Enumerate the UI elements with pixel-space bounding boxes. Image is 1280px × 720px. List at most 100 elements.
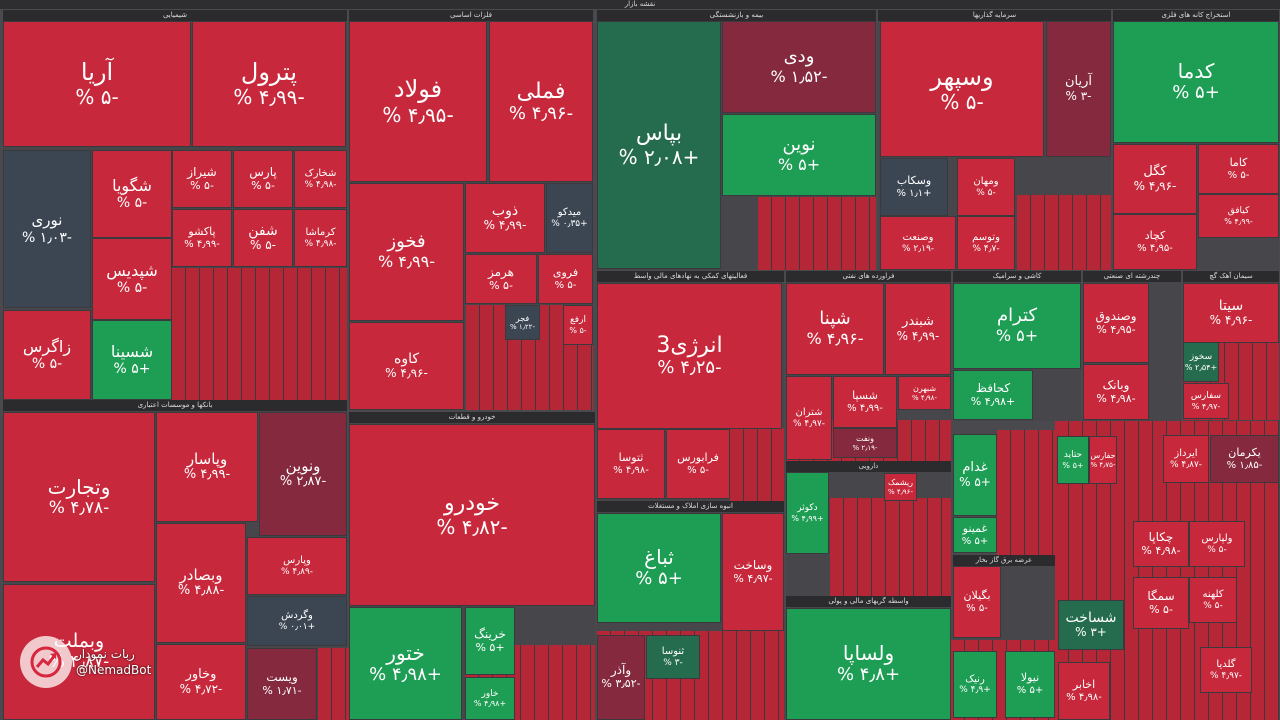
tile-22[interactable]: ذوب -۴٫۹۹ % [465,183,545,253]
tile-change: -۴٫۹۶ % [806,329,864,349]
tile-50[interactable]: شبهرن -۴٫۹۸ % [898,376,951,410]
tile-80[interactable]: نیولا +۵ % [1005,651,1055,718]
tile-7[interactable]: وسپهر -۵ % [880,21,1044,157]
tile-47[interactable]: شبندر -۴٫۹۹ % [885,283,951,375]
tile-55[interactable]: وبانک -۴٫۹۸ % [1083,364,1149,420]
tile-67[interactable]: دکوثر +۴٫۹۹ % [786,472,829,554]
tile-25[interactable]: فروی -۵ % [538,254,593,304]
tile-symbol: شگویا [112,175,152,195]
tile-change: -۵ % [249,238,276,253]
tile-52[interactable]: کترام +۵ % [953,283,1081,369]
tile-30[interactable]: وتوسم -۴٫۷ % [957,216,1015,270]
tile-symbol: ثباغ [644,545,674,570]
tile-11[interactable]: شگویا -۵ % [92,150,172,238]
tile-45[interactable]: انرژی3 -۴٫۲۵ % [597,283,782,429]
tile-85[interactable]: کلهنه -۵ % [1189,577,1237,623]
tile-23[interactable]: میدکو +۰٫۳۵ % [546,183,593,253]
tile-84[interactable]: سمگا -۵ % [1133,577,1189,629]
tile-change: +۰٫۳۵ % [551,218,588,229]
tile-14[interactable]: شخارک -۴٫۹۸ % [294,150,347,208]
tile-58[interactable]: سفارس -۴٫۹۷ % [1183,383,1229,419]
tile-2[interactable]: فولاد -۴٫۹۵ % [349,21,487,182]
tile-78[interactable]: بگیلان -۵ % [953,566,1001,638]
tile-66[interactable]: فرابورس -۵ % [666,429,730,499]
tile-9[interactable]: کدما +۵ % [1113,21,1279,143]
tile-26[interactable]: کاوه -۴٫۹۶ % [349,322,464,410]
tile-72[interactable]: حفارس -۴٫۷۵ % [1089,436,1117,484]
tile-symbol: شفن [248,223,278,240]
tile-37[interactable]: وپاسار -۴٫۹۹ % [156,412,258,522]
tile-82[interactable]: ایرداز -۴٫۸۷ % [1163,435,1209,483]
tile-change: -۴٫۹۸ % [613,464,649,476]
tile-39[interactable]: وپارس -۴٫۸۹ % [247,537,347,595]
tile-20[interactable]: شسینا +۵ % [92,320,172,400]
tile-53[interactable]: کحافظ +۴٫۹۸ % [953,370,1033,420]
tile-6[interactable]: نوین +۵ % [722,114,876,196]
tile-70[interactable]: غمینو +۵ % [953,517,997,553]
tile-38[interactable]: ونوین -۲٫۸۷ % [259,412,347,536]
tile-87[interactable]: حتاید +۵ % [1057,436,1089,484]
tile-69[interactable]: غدام +۵ % [953,434,997,516]
tile-48[interactable]: شتران -۴٫۹۷ % [786,376,832,460]
tile-74[interactable]: ولساپا +۴٫۸ % [786,608,951,720]
tile-19[interactable]: زاگرس -۵ % [3,310,91,400]
tile-18[interactable]: کرماشا -۴٫۹۸ % [294,209,347,267]
tile-31[interactable]: وصنعت -۲٫۱۹ % [880,216,956,270]
tile-63[interactable]: ثباغ +۵ % [597,513,721,623]
tile-21[interactable]: فخوز -۴٫۹۹ % [349,183,464,321]
tile-49[interactable]: شسپا -۴٫۹۹ % [833,376,897,428]
tile-8[interactable]: آریان -۳ % [1046,21,1111,157]
tile-81[interactable]: یکرمان -۱٫۸۵ % [1210,435,1279,483]
tile-29[interactable]: ومهان -۵ % [957,158,1015,216]
tile-33[interactable]: کاما -۵ % [1198,144,1279,194]
tile-35[interactable]: کیافق -۴٫۹۹ % [1198,194,1279,238]
tile-12[interactable]: شیراز -۵ % [172,150,232,208]
tile-15[interactable]: شپدیس -۵ % [92,238,172,320]
tile-36[interactable]: وتجارت -۴٫۷۸ % [3,412,155,582]
tile-4[interactable]: بپاس +۲٫۰۸ % [597,21,721,269]
tile-65[interactable]: ثتوسا -۴٫۹۸ % [597,429,665,499]
tile-79[interactable]: رنیک +۴٫۹ % [953,651,997,718]
tile-16[interactable]: پاکشو -۴٫۹۹ % [172,209,232,267]
tile-60[interactable]: خاور +۴٫۹۸ % [465,677,515,720]
tile-24[interactable]: هرمز -۵ % [465,254,537,304]
tile-56[interactable]: سیتا -۴٫۹۶ % [1183,283,1279,343]
tile-57[interactable]: سخوز +۲٫۵۴ % [1183,342,1219,382]
tile-59[interactable]: خودرو -۴٫۸۲ % [349,424,595,606]
tile-40[interactable]: وبصادر -۴٫۸۸ % [156,523,246,643]
tile-32[interactable]: کگل -۴٫۹۶ % [1113,144,1197,214]
tile-symbol: شسینا [110,341,154,361]
tile-10[interactable]: نوری -۱٫۰۳ % [3,150,91,308]
tile-64[interactable]: وساخت -۴٫۹۷ % [722,513,784,631]
tile-34[interactable]: کچاد -۴٫۹۵ % [1113,214,1197,270]
tile-change: -۳ % [663,657,683,668]
tile-77[interactable]: ثنوسا -۳ % [646,635,700,679]
tile-5[interactable]: ودی -۱٫۵۲ % [722,21,876,113]
tile-0[interactable]: آریا -۵ % [3,21,191,147]
tile-83[interactable]: چکاپا -۴٫۹۸ % [1133,521,1189,567]
tile-54[interactable]: وصندوق -۴٫۹۵ % [1083,283,1149,363]
tile-41[interactable]: وگردش +۰٫۰۱ % [247,596,347,646]
tile-51[interactable]: ونفت -۲٫۱۹ % [833,428,897,458]
tile-62[interactable]: خرینگ +۵ % [465,607,515,675]
tile-27[interactable]: فجر -۱٫۲۲ % [505,305,540,340]
tile-76[interactable]: وآذر -۳٫۵۲ % [597,635,645,720]
tile-1[interactable]: پترول -۴٫۹۹ % [192,21,346,147]
tile-73[interactable]: ارفع -۵ % [563,305,593,345]
tile-89[interactable]: گلدیا -۴٫۹۷ % [1200,647,1252,693]
tile-28[interactable]: وسکاب +۱٫۱ % [880,158,948,216]
tile-75[interactable]: شساخت +۳ % [1058,600,1124,650]
tile-61[interactable]: ختور +۴٫۹۸ % [349,607,462,720]
tile-68[interactable]: ریشمک -۴٫۹۶ % [884,473,917,501]
tile-44[interactable]: ویست -۱٫۷۱ % [247,648,317,720]
tile-43[interactable]: وخاور -۴٫۷۲ % [156,644,246,720]
tile-86[interactable]: اخابر -۴٫۹۸ % [1058,662,1110,720]
tile-symbol: فروی [552,265,579,279]
tile-13[interactable]: پارس -۵ % [233,150,293,208]
tile-change: -۴٫۹۸ % [1066,691,1102,703]
tile-3[interactable]: فملی -۴٫۹۶ % [489,21,593,182]
tile-46[interactable]: شپنا -۴٫۹۶ % [786,283,884,375]
tile-17[interactable]: شفن -۵ % [233,209,293,267]
tile-change: -۵ % [1207,544,1227,555]
tile-88[interactable]: ولپارس -۵ % [1189,521,1245,567]
